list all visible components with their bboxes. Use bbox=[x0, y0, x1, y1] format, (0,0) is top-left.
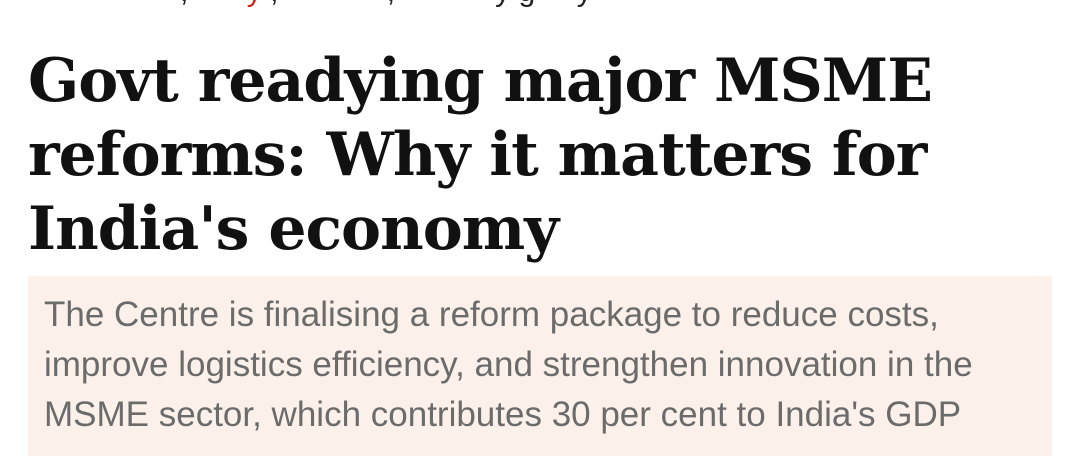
summary-line: The Centre is finalising a reform packag… bbox=[44, 295, 939, 334]
headline-line: reforms: Why it matters for bbox=[28, 120, 927, 190]
headline-line: India's economy bbox=[28, 194, 559, 264]
article-summary-box: The Centre is finalising a reform packag… bbox=[28, 276, 1052, 456]
headline-line: Govt readying major MSME bbox=[28, 46, 933, 116]
article-headline[interactable]: Govt readying major MSME reforms: Why it… bbox=[28, 44, 1028, 266]
article-summary: The Centre is finalising a reform packag… bbox=[44, 290, 1036, 440]
summary-line: MSME sector, which contributes 30 per ce… bbox=[44, 395, 962, 434]
cropped-byline: , y , , y g y bbox=[30, 0, 930, 10]
summary-line: improve logistics efficiency, and streng… bbox=[44, 345, 973, 384]
